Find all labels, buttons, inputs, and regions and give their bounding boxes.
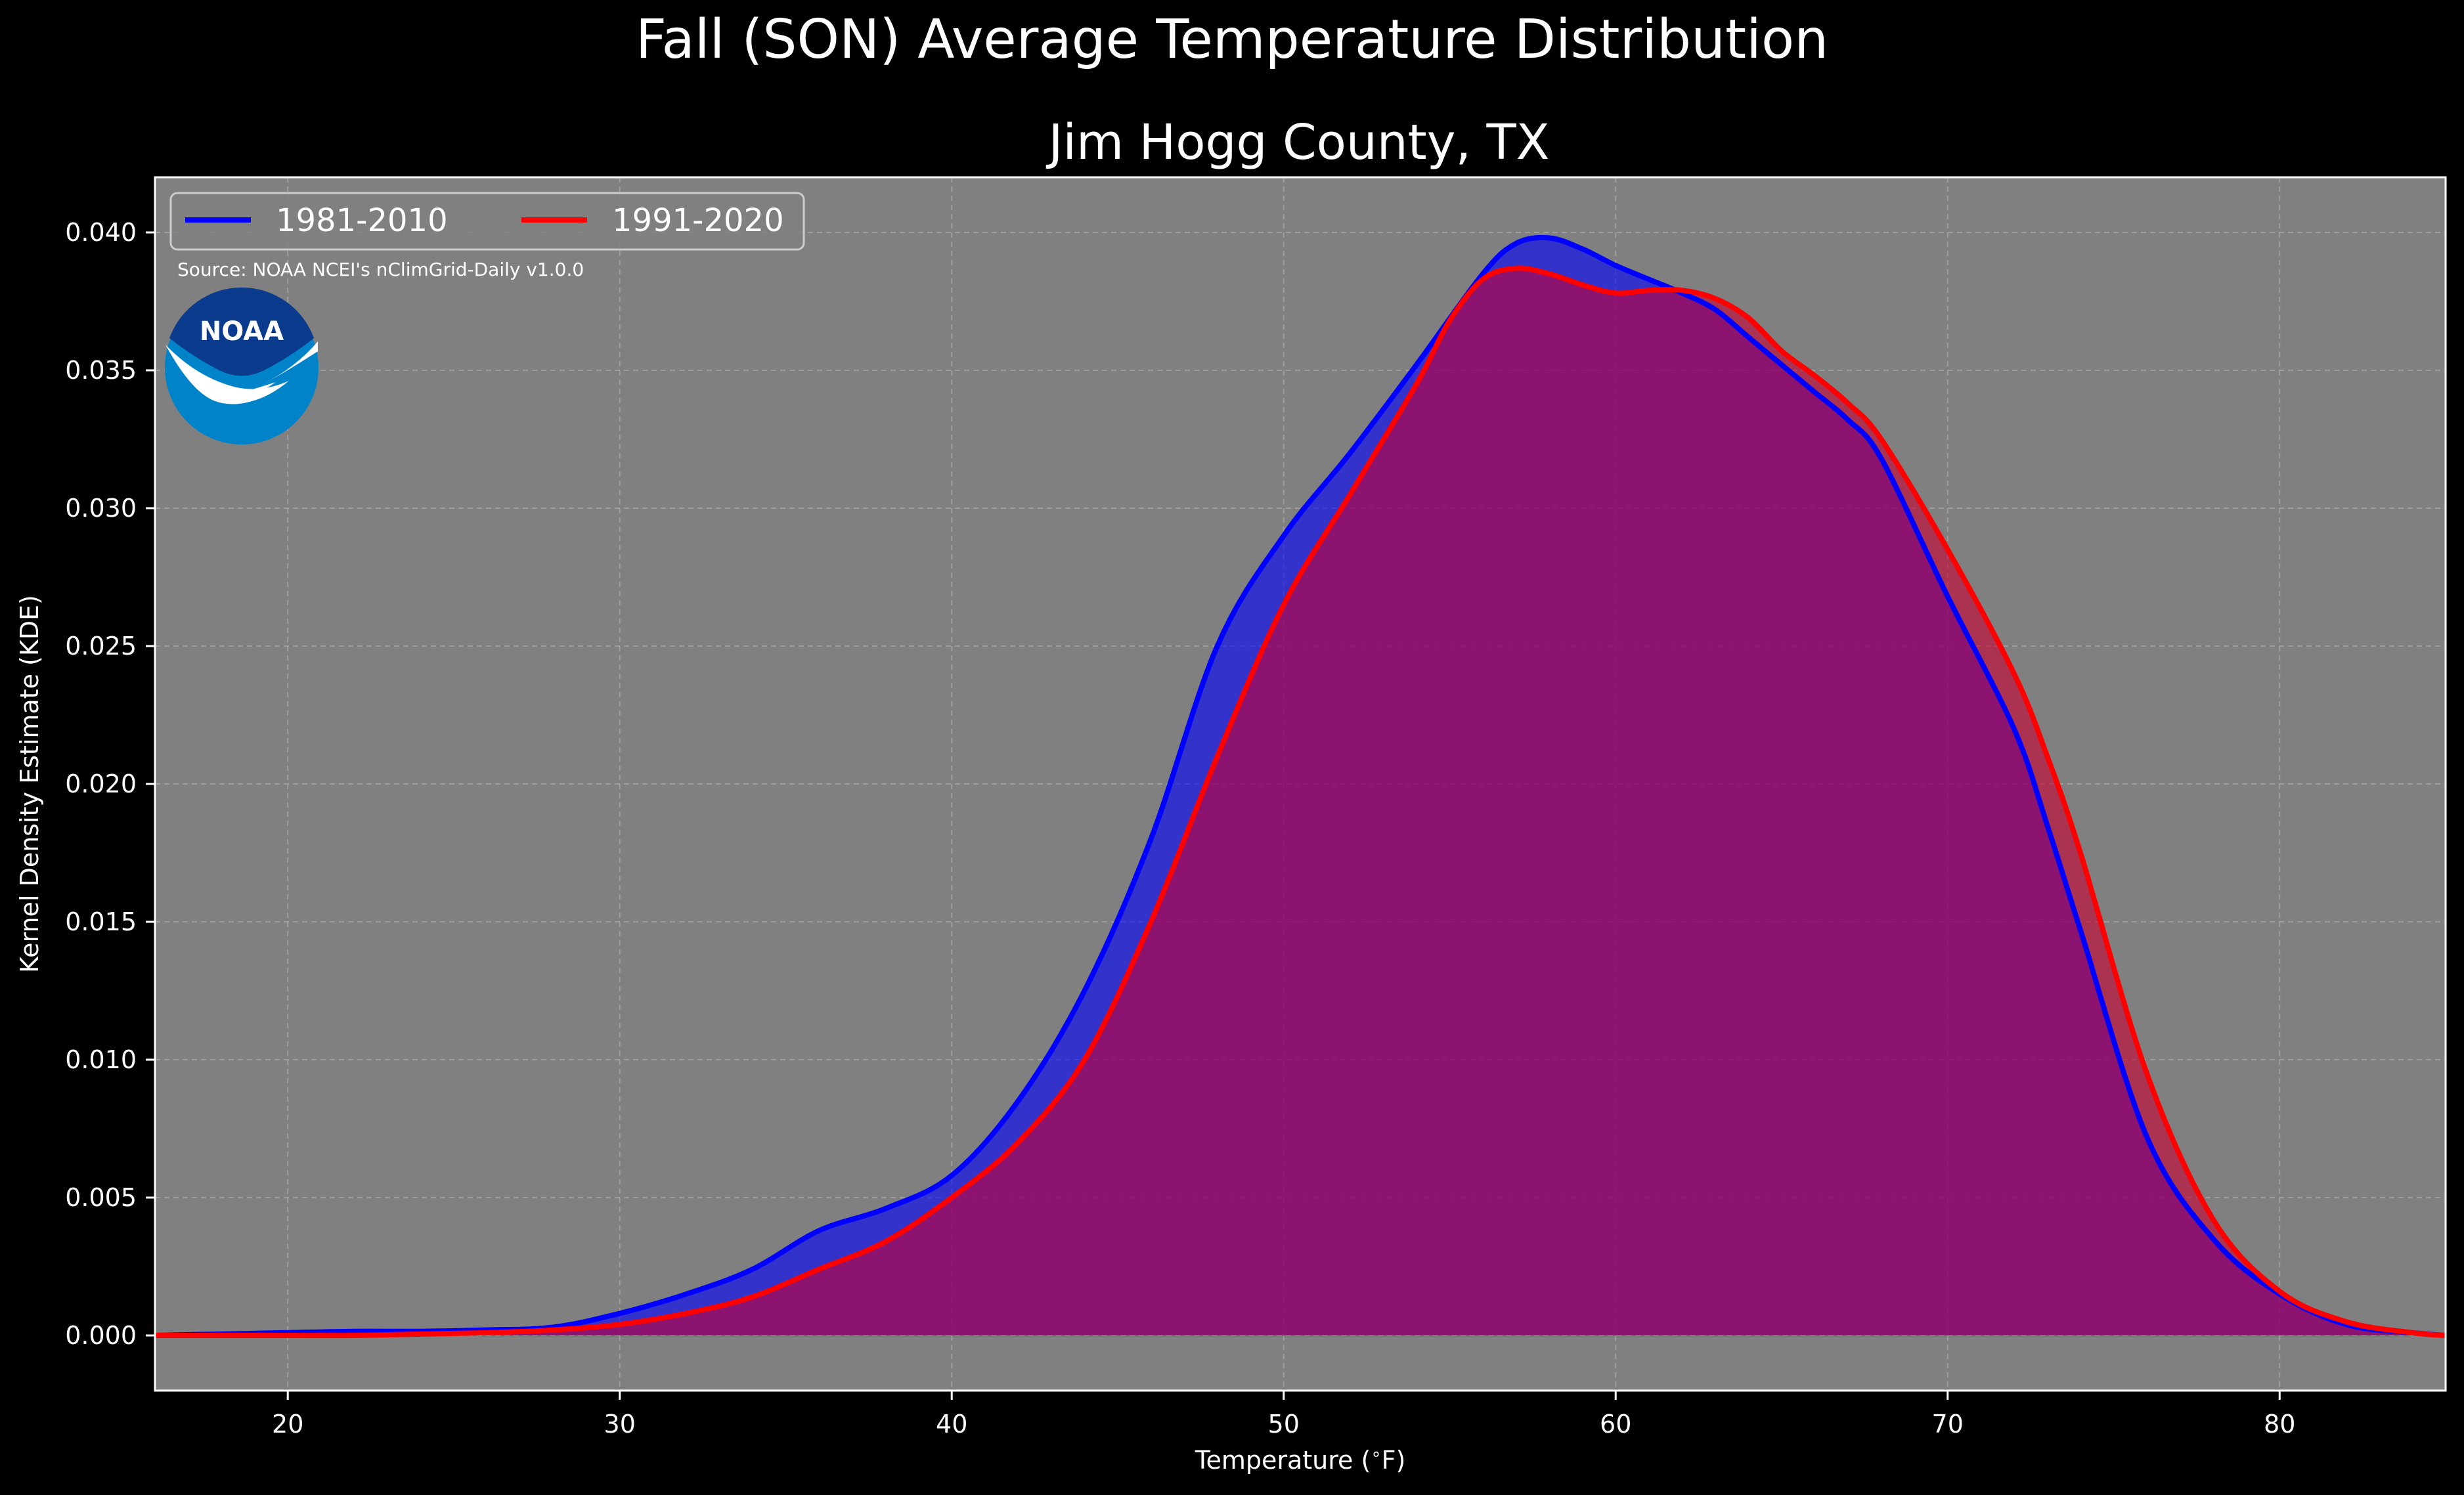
x-axis-ticks: 20 30 40 50 60 70 80 bbox=[272, 1391, 2295, 1439]
noaa-logo-text: NOAA bbox=[200, 316, 284, 347]
chart-subtitle: Jim Hogg County, TX bbox=[1046, 114, 1550, 171]
x-tick-label: 70 bbox=[1932, 1410, 1964, 1439]
plot-area bbox=[154, 176, 2447, 1392]
series-fills bbox=[155, 237, 2446, 1336]
x-axis-label-prefix: Temperature ( bbox=[1195, 1446, 1371, 1475]
source-note: Source: NOAA NCEI's nClimGrid-Daily v1.0… bbox=[177, 259, 584, 280]
y-tick-label: 0.015 bbox=[65, 907, 137, 936]
x-axis-label: Temperature (∘F) bbox=[1195, 1444, 1406, 1475]
series-area-1991-2020 bbox=[155, 268, 2446, 1336]
y-tick-label: 0.035 bbox=[65, 356, 137, 385]
x-tick-label: 40 bbox=[936, 1410, 967, 1439]
y-tick-label: 0.005 bbox=[65, 1183, 137, 1212]
chart-title: Fall (SON) Average Temperature Distribut… bbox=[636, 9, 1828, 71]
y-tick-label: 0.010 bbox=[65, 1045, 137, 1074]
legend: 1981-2010 1991-2020 bbox=[169, 192, 805, 251]
y-tick-label: 0.000 bbox=[65, 1321, 137, 1350]
degree-sign: ∘ bbox=[1371, 1444, 1381, 1464]
x-tick-label: 30 bbox=[604, 1410, 636, 1439]
y-axis-ticks: 0.000 0.005 0.010 0.015 0.020 0.025 0.030 0.035… bbox=[65, 218, 155, 1350]
x-axis-label-unit: F) bbox=[1382, 1446, 1406, 1475]
legend-label-1991-2020: 1991-2020 bbox=[612, 202, 784, 239]
y-tick-label: 0.040 bbox=[65, 218, 137, 247]
legend-label-1981-2010: 1981-2010 bbox=[276, 202, 448, 239]
noaa-logo: NOAA bbox=[165, 287, 319, 444]
y-tick-label: 0.020 bbox=[65, 769, 137, 798]
legend-box bbox=[169, 192, 805, 251]
x-tick-label: 20 bbox=[272, 1410, 303, 1439]
series-line-1991-2020 bbox=[154, 265, 2446, 1339]
x-tick-label: 80 bbox=[2264, 1410, 2295, 1439]
y-tick-label: 0.030 bbox=[65, 494, 137, 523]
series-lines bbox=[154, 234, 2446, 1339]
y-axis-label: Kernel Density Estimate (KDE) bbox=[15, 595, 44, 973]
noaa-logo-tail bbox=[217, 382, 276, 402]
x-tick-label: 50 bbox=[1268, 1410, 1300, 1439]
x-tick-label: 60 bbox=[1600, 1410, 1631, 1439]
noaa-logo-sky bbox=[169, 287, 314, 376]
y-tick-label: 0.025 bbox=[65, 632, 137, 661]
